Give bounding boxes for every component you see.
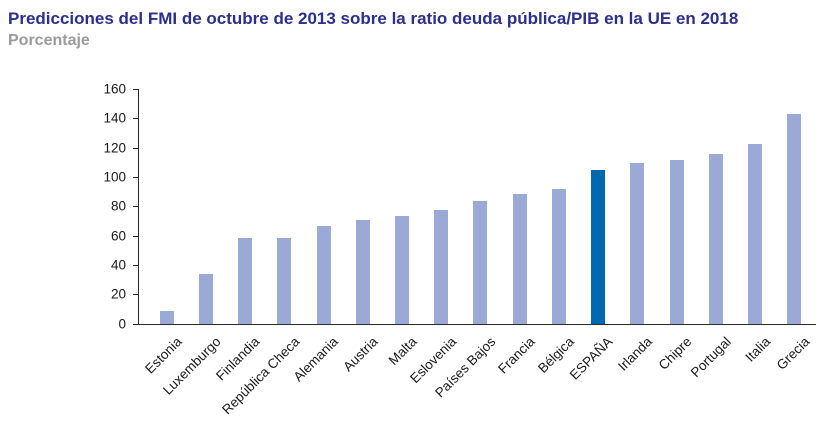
x-axis-category-label: Grecia: [773, 334, 812, 373]
y-axis-tick-mark: [133, 235, 138, 237]
x-axis-category-label: Francia: [494, 334, 538, 377]
bar-column: Irlanda: [615, 89, 657, 374]
page-subtitle: Porcentaje: [8, 32, 90, 49]
bar: [669, 159, 684, 324]
bar-column: Luxemburgo: [160, 89, 225, 398]
bar-column: Malta: [382, 89, 421, 368]
y-axis-tick-label: 160: [103, 81, 126, 97]
y-axis-tick-label: 60: [110, 228, 126, 244]
x-axis-category-label: Portugal: [687, 334, 734, 381]
bar: [434, 209, 449, 324]
y-axis-tick-mark: [133, 206, 138, 208]
bar: [355, 219, 370, 324]
page-title: Predicciones del FMI de octubre de 2013 …: [8, 9, 739, 28]
bar: [473, 200, 488, 324]
y-axis-tick-label: 0: [118, 316, 126, 331]
bar-column: Austria: [340, 89, 382, 374]
bar-column: Estonia: [142, 89, 186, 376]
bar-column: Chipre: [656, 89, 696, 373]
bar-chart: 160 140 120 100 80 60 40 20 0 Estonia Luxemburgo F…: [0, 82, 838, 419]
bar: [630, 162, 645, 324]
bar-column: Grecia: [773, 89, 814, 373]
y-axis-tick-mark: [133, 89, 138, 90]
bar-highlighted: [591, 170, 606, 324]
y-axis-tick-mark: [133, 294, 138, 296]
bar: [551, 189, 566, 324]
bar: [277, 237, 292, 324]
bar: [708, 154, 723, 324]
y-axis-tick-label: 100: [103, 169, 126, 185]
y-axis-tick-label: 120: [103, 140, 126, 156]
bar-column: Bélgica: [535, 89, 578, 376]
y-axis-tick-label: 40: [110, 257, 126, 273]
bar: [748, 143, 763, 324]
x-axis-category-label: Austria: [340, 334, 381, 375]
y-axis-tick-mark: [133, 176, 138, 178]
bar: [395, 215, 410, 324]
bar: [198, 274, 213, 324]
bar-column: Portugal: [687, 89, 735, 380]
x-axis-category-label: Malta: [385, 334, 420, 368]
bar-column: Alemania: [291, 89, 343, 384]
y-axis-tick-label: 20: [110, 286, 126, 302]
x-axis-category-label: Italia: [741, 334, 773, 365]
x-axis-category-label: Irlanda: [615, 334, 656, 374]
bar-column: Italia: [736, 89, 775, 365]
bar: [512, 193, 527, 324]
bar-column: República Checa: [219, 89, 304, 417]
bar-column: ESPAÑA: [567, 89, 618, 383]
y-axis-tick-mark: [133, 147, 138, 149]
bar: [159, 310, 174, 324]
y-axis-tick-mark: [133, 323, 138, 325]
y-axis-tick-label: 80: [110, 198, 126, 214]
bar: [787, 114, 802, 324]
bar-column: Países Bajos: [432, 89, 500, 400]
bar: [238, 237, 253, 324]
y-axis: 160 140 120 100 80 60 40 20 0: [0, 82, 138, 331]
y-axis-tick-mark: [133, 264, 138, 266]
bar-column: Eslovenia: [407, 89, 461, 386]
bar: [316, 225, 331, 324]
bar-column: Francia: [495, 89, 539, 376]
y-axis-tick-label: 140: [103, 110, 126, 126]
plot-area: Estonia Luxemburgo Finlandia República Chec…: [138, 89, 816, 417]
bar-column: Finlandia: [213, 89, 264, 383]
y-axis-tick-mark: [133, 118, 138, 120]
